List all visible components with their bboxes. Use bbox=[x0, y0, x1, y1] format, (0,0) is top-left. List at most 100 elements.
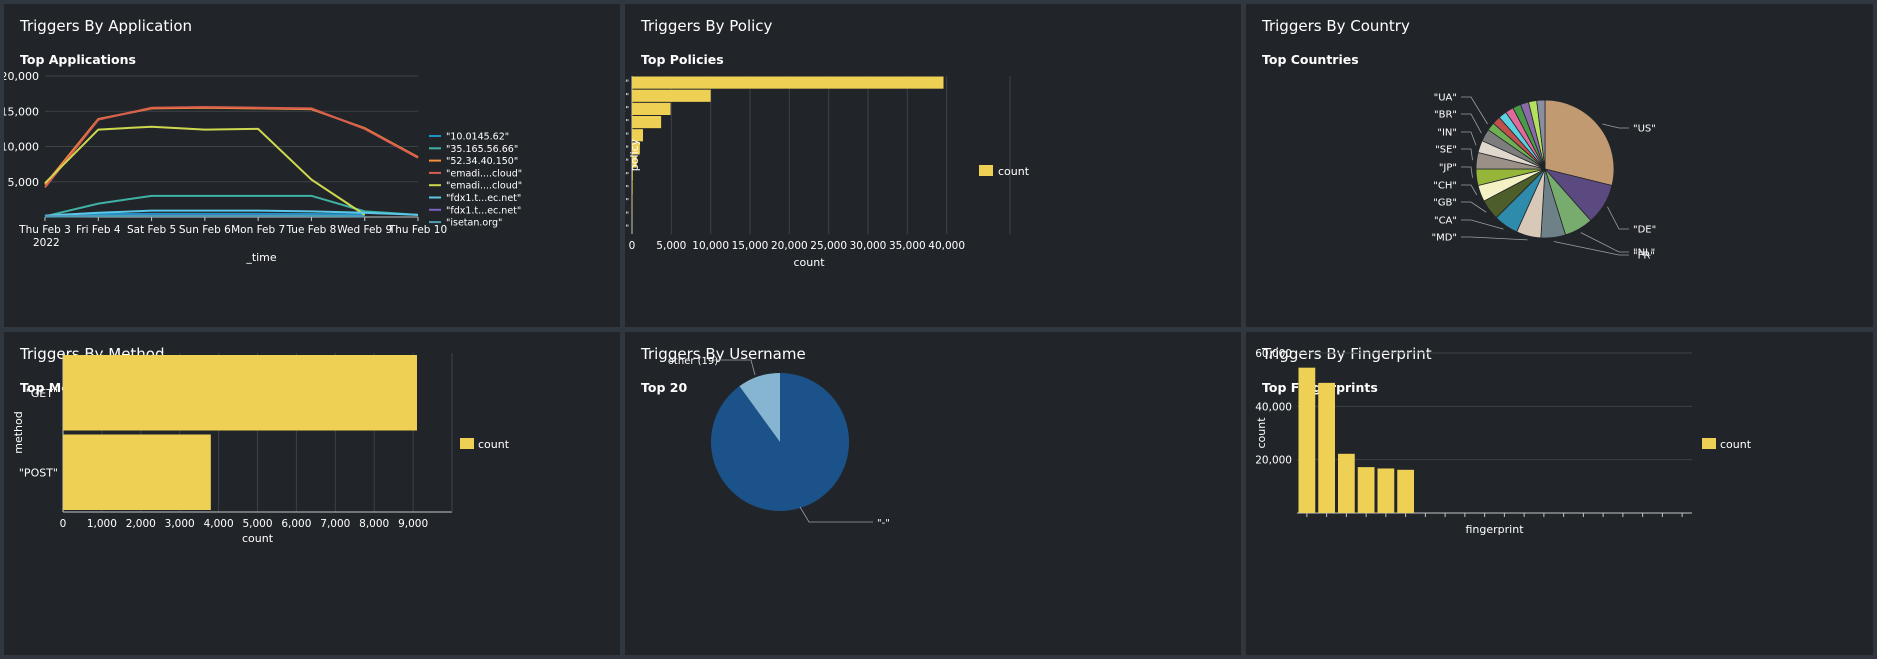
bar bbox=[632, 142, 640, 155]
bar bbox=[1377, 468, 1395, 513]
y-tick-label: 10,000 bbox=[4, 141, 39, 154]
pie-label: "BR" bbox=[1434, 110, 1457, 121]
x-tick-label: 0 bbox=[629, 240, 636, 252]
x-tick-label: 5,000 bbox=[656, 240, 686, 252]
y-tick-label: "POST" bbox=[19, 466, 58, 479]
x-axis-title: count bbox=[793, 256, 825, 269]
pie-label: "IN" bbox=[1437, 128, 1457, 139]
pie-label: "SE" bbox=[1435, 145, 1457, 156]
pie-leader-line bbox=[1461, 184, 1478, 196]
chart-title: Top Policies bbox=[641, 52, 724, 67]
y-tick-label: "Tier 3 - Su...oduct level" bbox=[625, 118, 629, 127]
x-tick-label: 20,000 bbox=[771, 240, 808, 252]
methods-bar-chart[interactable]: 0 1,000 2,000 3,000 4,000 5,000 6,000 7,000 8,00… bbox=[4, 332, 620, 655]
y-tick-label: 20,000 bbox=[1255, 455, 1292, 467]
x-tick-label: 2,000 bbox=[126, 518, 156, 530]
x-axis-title: fingerprint bbox=[1465, 523, 1524, 536]
panel-country: Triggers By Country Top Countries "US" "D… bbox=[1246, 4, 1873, 327]
y-tick-label: "Tier 1 - Stat... Forbidden" bbox=[625, 223, 629, 232]
pie-leader-line bbox=[1461, 113, 1482, 134]
x-axis-title: count bbox=[242, 532, 274, 545]
series-line bbox=[44, 212, 365, 217]
legend-swatch bbox=[979, 165, 993, 176]
pie-leader-line bbox=[1461, 131, 1477, 146]
countries-pie-chart[interactable]: "US" "DE" "NL""FR" "MD" "CA" "GB" "CH" "JP" "SE"… bbox=[1246, 4, 1873, 327]
x-tick-label: 9,000 bbox=[398, 518, 428, 530]
pie-label: "UA" bbox=[1434, 93, 1457, 104]
panel-title: Triggers By Country bbox=[1262, 17, 1410, 35]
bar bbox=[1397, 469, 1414, 513]
y-tick-label: "Block Bad bots" bbox=[625, 197, 629, 206]
x-tick-label: Thu Feb 3 bbox=[18, 224, 71, 236]
x-tick-label: Mon Feb 7 bbox=[231, 224, 285, 236]
series-line bbox=[44, 106, 419, 189]
x-tick-label: 25,000 bbox=[810, 240, 847, 252]
pie-slice bbox=[1544, 99, 1615, 186]
x-tick-label: 40,000 bbox=[928, 240, 965, 252]
series-line bbox=[44, 209, 419, 217]
pie-leader-line bbox=[1553, 241, 1629, 256]
x-tick-year: 2022 bbox=[33, 237, 60, 249]
panel-title: Triggers By Fingerprint bbox=[1262, 345, 1432, 363]
x-tick-label: Fri Feb 4 bbox=[76, 224, 121, 236]
series-line bbox=[44, 214, 365, 218]
y-tick-label: 20,000 bbox=[4, 70, 39, 83]
x-tick-label: 6,000 bbox=[281, 518, 311, 530]
pie-label: "CA" bbox=[1434, 216, 1457, 227]
pie-slice bbox=[739, 373, 780, 442]
y-tick-label: "Tier 2 - Re...d Requests" bbox=[625, 210, 629, 219]
pie-leader-line bbox=[1461, 201, 1487, 213]
x-tick-label: 10,000 bbox=[692, 240, 729, 252]
pie-label: "CH" bbox=[1433, 181, 1457, 192]
methods-plot: 0 1,000 2,000 3,000 4,000 5,000 6,000 7,000 8,00… bbox=[12, 353, 510, 545]
y-tick-label: "Expert Dyn...ody Based" bbox=[625, 158, 629, 167]
policies-bar-chart[interactable]: 0 5,000 10,000 15,000 20,000 25,000 30,000 35,0… bbox=[625, 4, 1241, 327]
panel-title: Triggers By Application bbox=[20, 17, 193, 35]
pie-label: "FR" bbox=[1633, 251, 1655, 262]
x-tick-label: 8,000 bbox=[359, 518, 389, 530]
fingerprints-bar-chart[interactable]: 20,000 40,000 60,000 fingerprint count count bbox=[1246, 332, 1873, 655]
legend-swatch bbox=[460, 438, 474, 449]
bar bbox=[632, 129, 644, 142]
y-tick-label: "Tier 2 - HTTP Errors" bbox=[625, 144, 629, 153]
username-pie-chart[interactable]: other (19) "-" bbox=[625, 332, 1241, 655]
bar bbox=[1338, 453, 1355, 513]
y-tick-label: 5,000 bbox=[8, 176, 40, 189]
y-tick-label: "Tier 1 - Glo...rg Blacklist" bbox=[625, 131, 629, 140]
username-pie: other (19) "-" bbox=[668, 356, 890, 529]
legend-label: "emadi....cloud" bbox=[446, 168, 522, 179]
x-tick-label: Tue Feb 8 bbox=[285, 224, 336, 236]
pie-leader-line bbox=[1461, 236, 1528, 241]
pie-leader-line bbox=[1461, 166, 1473, 178]
y-axis-title: policy bbox=[628, 138, 641, 171]
legend-swatch bbox=[1702, 438, 1716, 449]
y-tick-label: 60,000 bbox=[1255, 348, 1292, 360]
bar bbox=[632, 155, 637, 168]
pie-label: "JP" bbox=[1439, 163, 1457, 174]
x-tick-label: Wed Feb 9 bbox=[337, 224, 392, 236]
legend-label: "isetan.org" bbox=[446, 218, 502, 229]
chart-title: Top Countries bbox=[1262, 52, 1359, 67]
panel-title: Triggers By Username bbox=[641, 345, 806, 363]
panel-policy: Triggers By Policy Top Policies 0 5,000 10… bbox=[625, 4, 1241, 327]
y-tick-label: "GET" bbox=[26, 387, 58, 400]
legend-label: "52.34.40.150" bbox=[446, 156, 518, 167]
x-tick-label: 35,000 bbox=[889, 240, 926, 252]
pie-leader-line bbox=[1580, 232, 1629, 253]
y-tick-label: "CQExpert ...r Behavior" bbox=[625, 171, 629, 180]
policies-plot: 0 5,000 10,000 15,000 20,000 25,000 30,000 35,0… bbox=[625, 76, 1030, 269]
x-tick-label: 7,000 bbox=[320, 518, 350, 530]
x-tick-label: Sat Feb 5 bbox=[127, 224, 176, 236]
y-tick-label: "Tier 3 - Su...ent activity" bbox=[625, 92, 629, 101]
pie-label-other: other (19) bbox=[668, 356, 718, 367]
pie-leader-line bbox=[1461, 96, 1488, 125]
y-tick-label: "N/A" bbox=[625, 105, 629, 114]
panel-username: Triggers By Username Top 20 other (19) "-… bbox=[625, 332, 1241, 655]
x-tick-label: 1,000 bbox=[87, 518, 117, 530]
bar bbox=[632, 102, 671, 115]
y-axis-title: method bbox=[12, 411, 25, 453]
legend-label: "fdx1.t...ec.net" bbox=[446, 193, 521, 204]
legend-label: "10.0145.62" bbox=[446, 132, 509, 143]
